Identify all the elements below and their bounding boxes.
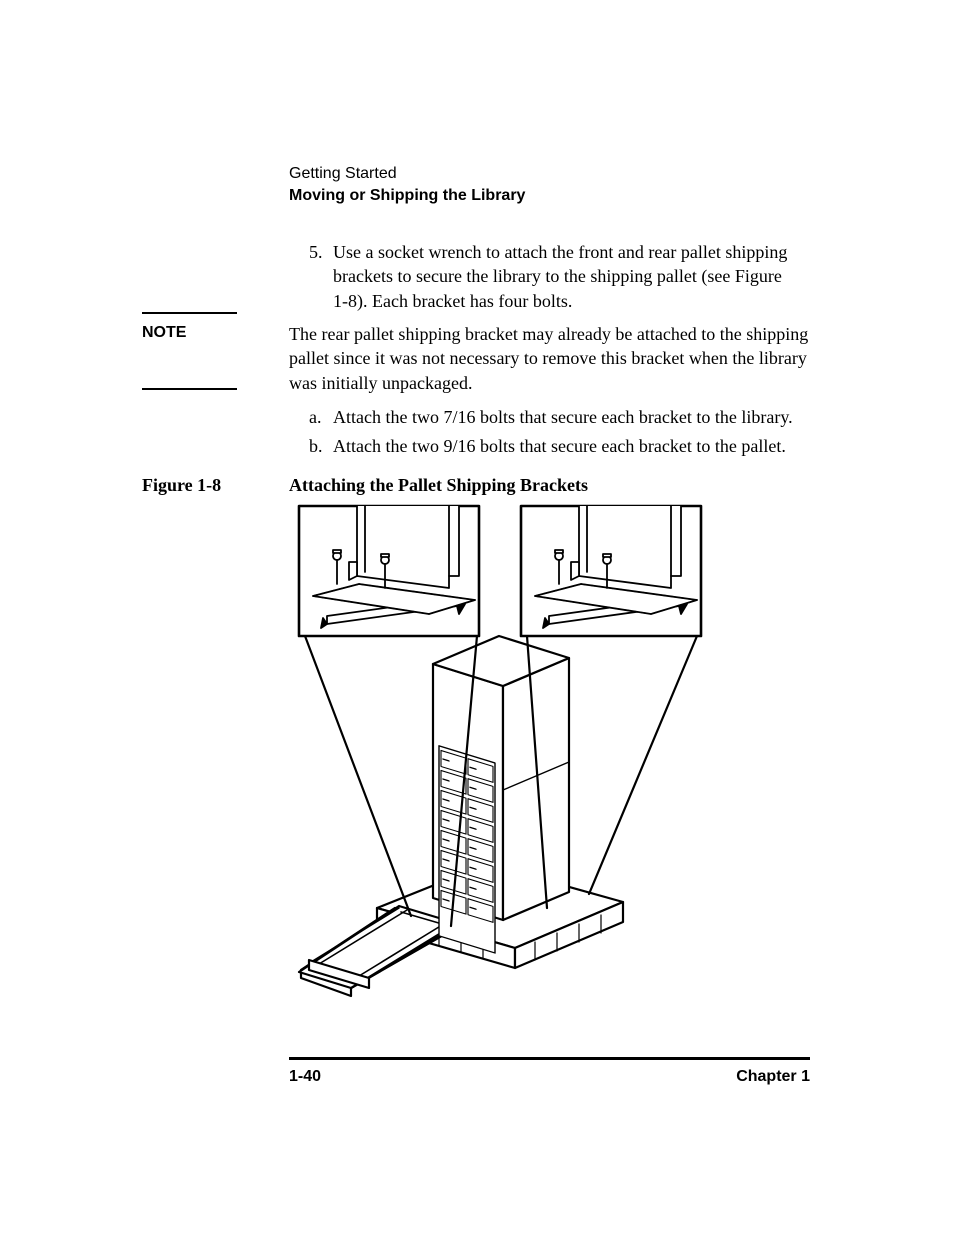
header-subsection-title: Moving or Shipping the Library	[289, 187, 525, 205]
footer-rule	[289, 1057, 810, 1060]
note-rule-top	[142, 312, 237, 314]
substep-b-text: Attach the two 9/16 bolts that secure ea…	[333, 434, 809, 458]
footer-chapter: Chapter 1	[736, 1068, 810, 1086]
figure-1-8-illustration	[289, 502, 709, 1008]
step-5-text: Use a socket wrench to attach the front …	[333, 240, 799, 313]
substep-a: a. Attach the two 7/16 bolts that secure…	[309, 405, 809, 429]
substep-b-marker: b.	[309, 434, 333, 458]
page-footer: 1-40 Chapter 1	[289, 1068, 810, 1086]
substep-a-marker: a.	[309, 405, 333, 429]
note-rule-bottom	[142, 388, 237, 390]
footer-page-number: 1-40	[289, 1068, 321, 1086]
header-section-title: Getting Started	[289, 165, 525, 183]
step-5: 5. Use a socket wrench to attach the fro…	[309, 240, 799, 313]
running-header: Getting Started Moving or Shipping the L…	[289, 165, 525, 205]
note-body: The rear pallet shipping bracket may alr…	[289, 322, 809, 395]
document-page: Getting Started Moving or Shipping the L…	[0, 0, 954, 1235]
note-label: NOTE	[142, 324, 186, 342]
figure-caption: Attaching the Pallet Shipping Brackets	[289, 475, 588, 496]
step-5-marker: 5.	[309, 240, 333, 313]
figure-label: Figure 1-8	[142, 475, 221, 496]
substep-a-text: Attach the two 7/16 bolts that secure ea…	[333, 405, 809, 429]
substep-b: b. Attach the two 9/16 bolts that secure…	[309, 434, 809, 458]
